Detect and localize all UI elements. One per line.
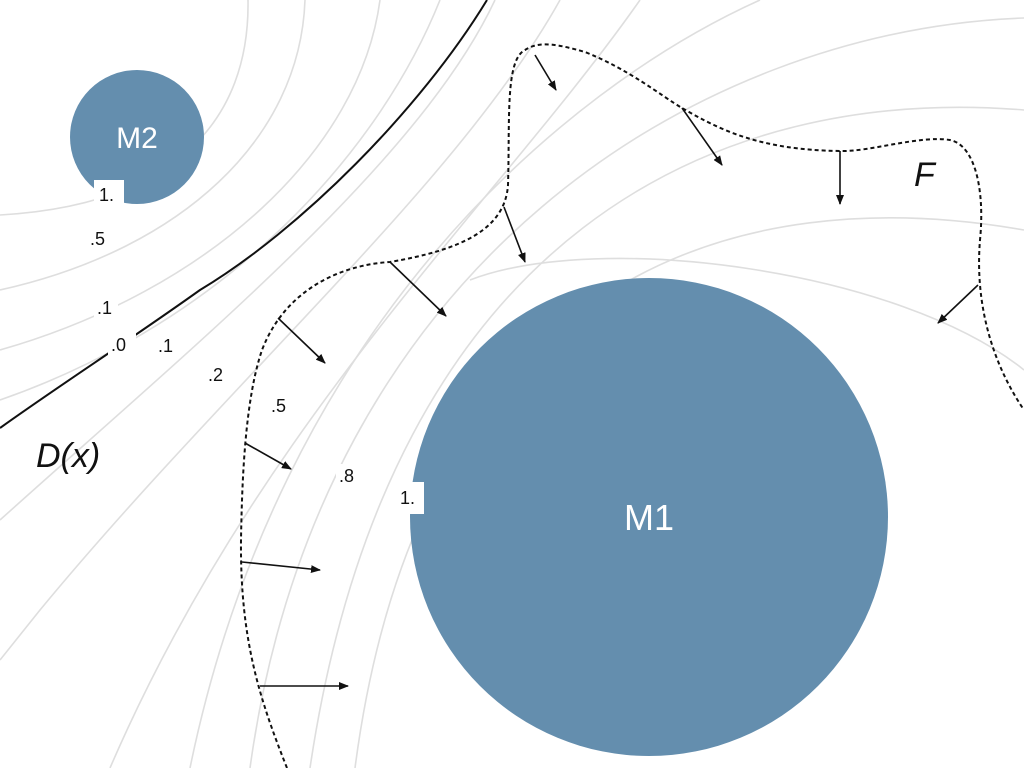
m1-contour-2 bbox=[0, 0, 561, 661]
mass-m2: M2 bbox=[70, 70, 204, 204]
contour-label-point-eight: .8 bbox=[339, 466, 354, 486]
contour-label-m1-one: 1. bbox=[400, 488, 415, 508]
m2-contour-near-boundary bbox=[0, 0, 441, 401]
point-two-label-bg bbox=[205, 363, 231, 385]
mass-m1-disc bbox=[410, 278, 888, 756]
boundary-label: D(x) bbox=[36, 437, 100, 475]
m2-half-label-bg bbox=[87, 228, 113, 250]
contour-label-right-point-one: .1 bbox=[158, 336, 173, 356]
force-arrow bbox=[244, 442, 292, 470]
front-label: F bbox=[914, 156, 937, 194]
contour-label-zero: .0 bbox=[111, 335, 126, 355]
m1-one-label-bg bbox=[394, 482, 424, 514]
force-arrow bbox=[503, 206, 526, 263]
m2-contour-outer-b bbox=[0, 0, 306, 291]
m2-contour-outer-c bbox=[0, 0, 381, 351]
m2-contours bbox=[0, 0, 441, 401]
force-arrows bbox=[241, 54, 979, 690]
decision-boundary bbox=[0, 0, 488, 429]
m1-contour-3 bbox=[109, 0, 641, 768]
contour-label-left-point-one: .1 bbox=[97, 298, 112, 318]
contour-label-right-half: .5 bbox=[271, 396, 286, 416]
m1-contour-5 bbox=[249, 17, 1024, 768]
force-arrow bbox=[937, 284, 979, 324]
contour-label-m2-half: .5 bbox=[90, 229, 105, 249]
force-arrow bbox=[681, 107, 723, 166]
mass-m2-disc bbox=[70, 70, 204, 204]
force-arrow bbox=[277, 317, 326, 364]
right-half-label-bg bbox=[268, 394, 294, 416]
left-point-one-label-bg bbox=[94, 297, 118, 319]
mass-m2-label: M2 bbox=[116, 122, 158, 155]
m1-contour-6 bbox=[309, 106, 1024, 768]
m2-one-label-bg bbox=[94, 180, 124, 208]
front-curve bbox=[239, 43, 1024, 768]
m1-contour-8 bbox=[469, 257, 1024, 371]
force-arrow bbox=[241, 561, 321, 574]
m1-contour-1 bbox=[0, 0, 496, 521]
force-arrow bbox=[534, 54, 557, 91]
mass-m1-label: M1 bbox=[624, 497, 674, 538]
mass-m1: M1 bbox=[410, 278, 888, 756]
contour-label-m2-one: 1. bbox=[99, 185, 114, 205]
right-point-one-label-bg bbox=[155, 335, 181, 357]
point-eight-label-bg bbox=[336, 464, 364, 486]
force-arrow bbox=[389, 261, 447, 317]
contour-label-point-two: .2 bbox=[208, 365, 223, 385]
contour-labels: 1. .5 .1 .0 .1 .2 .5 .8 1. bbox=[87, 180, 424, 514]
m1-contour-4 bbox=[189, 0, 761, 768]
zero-label-bg bbox=[108, 333, 136, 355]
